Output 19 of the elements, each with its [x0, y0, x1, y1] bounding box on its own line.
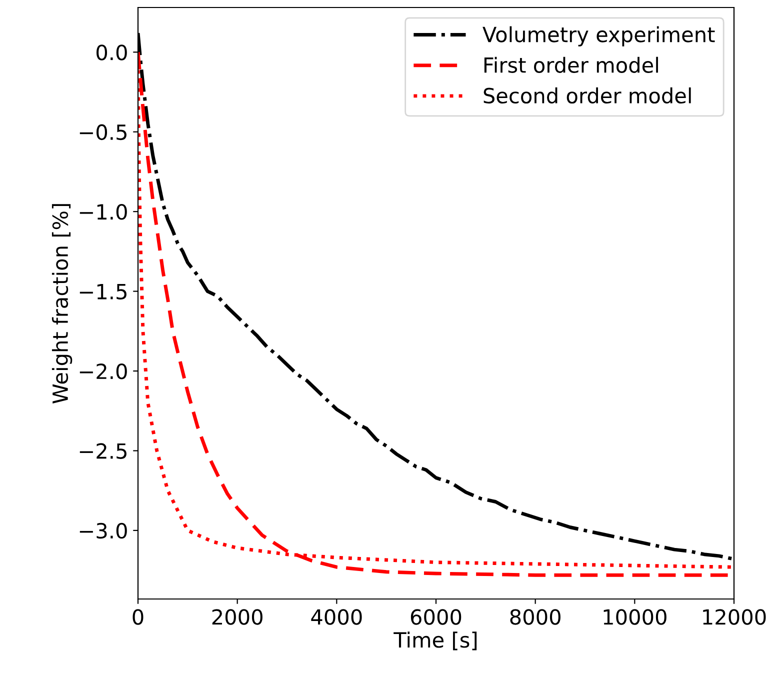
y-tick-label: −2.5 — [80, 443, 126, 459]
y-tick-label: 0.0 — [96, 44, 127, 60]
x-axis-title: Time [s] — [394, 632, 477, 650]
x-tick-label: 10000 — [604, 609, 666, 625]
legend-label: Volumetry experiment — [482, 26, 715, 46]
y-tick-label: −2.0 — [80, 363, 127, 380]
x-tick-label: 6000 — [410, 609, 462, 625]
y-tick-label: −1.0 — [80, 204, 127, 220]
x-tick-label: 4000 — [311, 609, 362, 625]
x-tick-label: 2000 — [212, 609, 262, 625]
x-tick-label: 12000 — [703, 609, 766, 625]
legend-label: First order model — [484, 56, 658, 73]
x-tick-label: 0 — [132, 609, 144, 625]
x-tick-label: 8000 — [510, 609, 560, 625]
y-axis-title: Weight fraction [%] — [52, 204, 72, 404]
y-tick-label: −3.0 — [80, 522, 127, 539]
legend-label: Second order model — [484, 87, 691, 104]
y-tick-label: −0.5 — [80, 124, 126, 140]
y-tick-label: −1.5 — [80, 284, 126, 300]
